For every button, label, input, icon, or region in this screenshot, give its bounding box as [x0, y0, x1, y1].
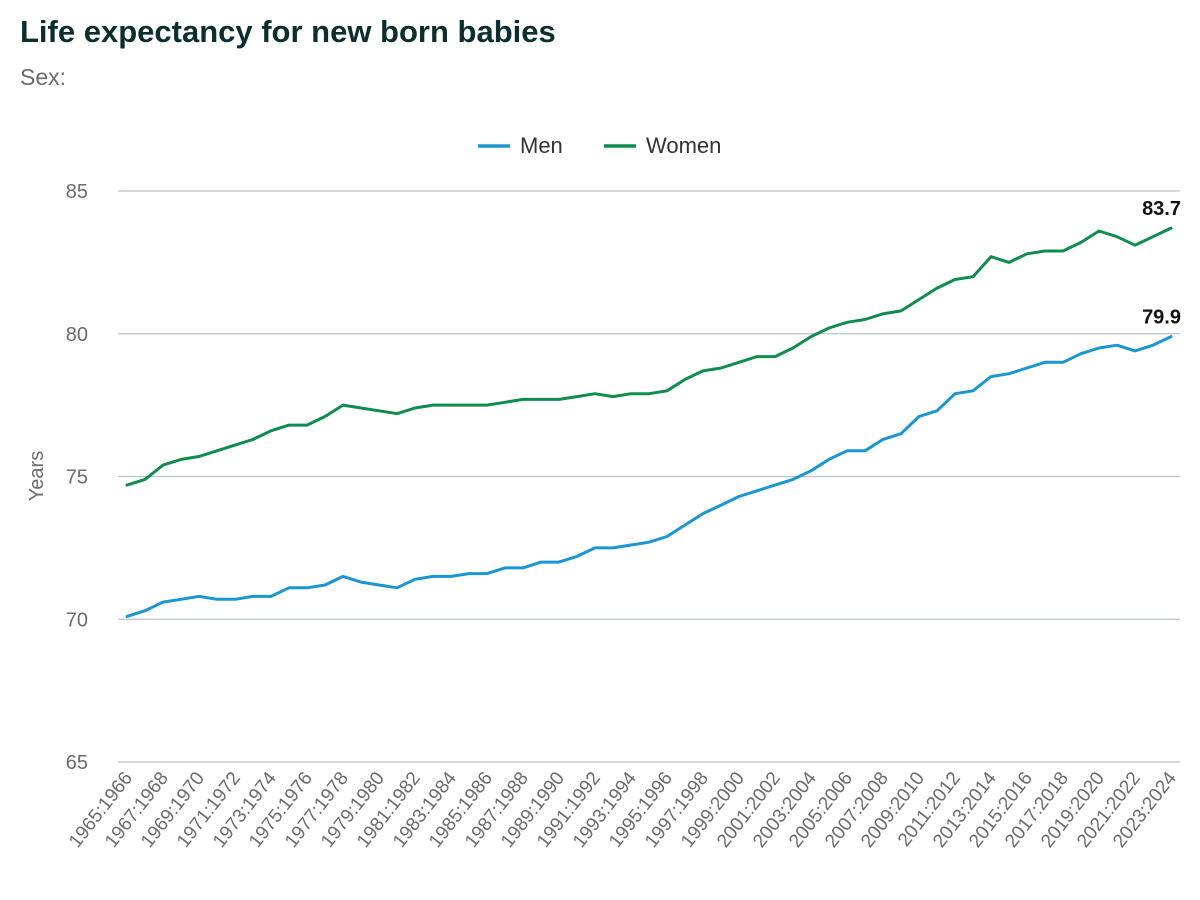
y-tick-label: 70: [66, 609, 88, 631]
end-label-men: 79.9: [1142, 307, 1181, 329]
y-tick-label: 75: [66, 467, 88, 489]
end-labels: 79.9 83.7: [1142, 198, 1181, 328]
chart-title: Life expectancy for new born babies: [20, 14, 556, 49]
legend-label: Men: [520, 133, 563, 158]
y-axis-label: Years: [26, 451, 48, 501]
end-label-women: 83.7: [1142, 198, 1181, 220]
y-axis-ticks: 65 70 75 80 85: [66, 181, 88, 774]
legend[interactable]: Men Women: [478, 133, 721, 158]
y-tick-label: 80: [66, 324, 88, 346]
series-line-women[interactable]: [125, 226, 1173, 487]
series-line-men[interactable]: [125, 335, 1173, 618]
y-tick-label: 85: [66, 181, 88, 203]
legend-item-men[interactable]: Men: [478, 133, 563, 158]
x-axis-ticks: 1965:19661967:19681969:19701971:19721973…: [65, 768, 1181, 852]
chart-subtitle: Sex:: [20, 64, 67, 90]
legend-label: Women: [646, 133, 721, 158]
legend-item-women[interactable]: Women: [604, 133, 721, 158]
gridlines: [118, 190, 1180, 763]
y-tick-label: 65: [66, 752, 88, 774]
series-lines: [125, 226, 1173, 618]
